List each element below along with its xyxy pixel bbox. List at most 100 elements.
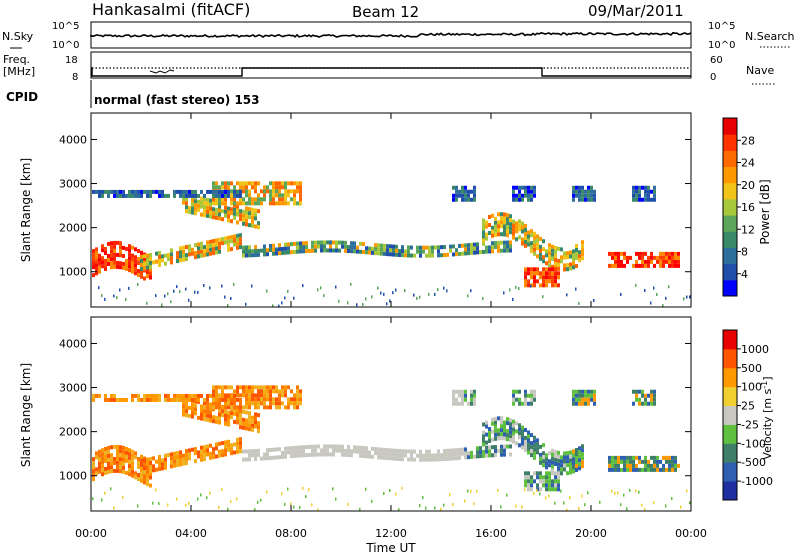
velocity-cell (386, 448, 389, 453)
velocity-cell (542, 463, 545, 468)
power-cell (188, 205, 191, 210)
velocity-cell (203, 409, 206, 414)
velocity-cell (530, 449, 533, 454)
velocity-cell (194, 403, 197, 408)
velocity-cell (449, 456, 452, 461)
power-cell (251, 185, 254, 190)
power-noise-cell (365, 297, 367, 301)
velocity-cell (581, 401, 584, 406)
velocity-cell (233, 397, 236, 402)
power-noise-cell (518, 287, 520, 291)
power-cell (467, 251, 470, 256)
velocity-cell (95, 467, 98, 472)
power-cell (272, 193, 275, 198)
nsky-trace (90, 31, 692, 38)
velocity-cell (137, 461, 140, 466)
power-noise-cell (155, 294, 157, 298)
velocity-cell (266, 397, 269, 402)
power-cell (515, 185, 518, 190)
velocity-cell (155, 459, 158, 464)
velocity-cell (188, 452, 191, 457)
power-cell (314, 240, 317, 245)
power-cell (242, 189, 245, 194)
velocity-cell (275, 397, 278, 402)
power-cell (215, 185, 218, 190)
velocity-cell (128, 452, 131, 457)
power-cell (473, 250, 476, 255)
velocity-cell (575, 460, 578, 465)
velocity-noise-cell (158, 502, 160, 506)
power-cell (122, 265, 125, 270)
velocity-cell (185, 393, 188, 398)
velocity-cell (548, 487, 551, 492)
power-cell (149, 267, 152, 272)
velocity-cell (236, 397, 239, 402)
velocity-cell (287, 385, 290, 390)
power-cell (653, 255, 656, 260)
velocity-cell (470, 401, 473, 406)
power-cell (218, 204, 221, 209)
power-cell (437, 249, 440, 254)
power-cell (530, 245, 533, 250)
velocity-cell (539, 479, 542, 484)
power-cell (470, 250, 473, 255)
power-cell (464, 189, 467, 194)
power-cell (650, 197, 653, 202)
velocity-cell (176, 463, 179, 468)
velocity-cell (524, 447, 527, 452)
power-cell (560, 259, 563, 264)
power-noise-cell (287, 289, 289, 293)
velocity-cell (578, 458, 581, 463)
power-cell (233, 193, 236, 198)
power-cell (290, 250, 293, 255)
velocity-cell (113, 456, 116, 461)
power-cell (482, 222, 485, 227)
power-cell (533, 193, 536, 198)
velocity-cell (566, 463, 569, 468)
velocity-cell (227, 410, 230, 415)
velocity-cell (176, 393, 179, 398)
velocity-cell (494, 449, 497, 454)
velocity-cell (539, 456, 542, 461)
power-cell (500, 220, 503, 225)
power-cell (281, 197, 284, 202)
power-cell (425, 253, 428, 258)
power-noise-cell (101, 294, 103, 298)
velocity-cell (182, 400, 185, 405)
power-cell (110, 245, 113, 250)
velocity-cell (656, 463, 659, 468)
power-cell (230, 201, 233, 206)
velocity-noise-cell (545, 496, 547, 500)
power-cell (176, 251, 179, 256)
power-noise-cell (317, 288, 319, 292)
velocity-cell (647, 467, 650, 472)
velocity-cell (437, 457, 440, 462)
power-cell (533, 231, 536, 236)
velocity-noise-cell (614, 491, 616, 495)
power-cell (278, 189, 281, 194)
power-cell (182, 249, 185, 254)
power-cell (131, 265, 134, 270)
power-cell (257, 252, 260, 257)
velocity-cell (221, 389, 224, 394)
power-cell (644, 193, 647, 198)
velocity-cell (275, 385, 278, 390)
velocity-cell (590, 389, 593, 394)
velocity-colorbar-band (723, 481, 737, 501)
power-cell (239, 201, 242, 206)
velocity-cell (155, 393, 158, 398)
velocity-cell (461, 401, 464, 406)
velocity-cell (572, 397, 575, 402)
velocity-cell (224, 417, 227, 422)
power-cell (248, 207, 251, 212)
velocity-cell (212, 419, 215, 424)
power-cell (224, 193, 227, 198)
velocity-cell (230, 397, 233, 402)
power-cell (554, 262, 557, 267)
velocity-cell (545, 465, 548, 470)
power-cell (134, 263, 137, 268)
velocity-cell (338, 448, 341, 453)
power-cell (515, 221, 518, 226)
power-noise-cell (251, 284, 253, 288)
